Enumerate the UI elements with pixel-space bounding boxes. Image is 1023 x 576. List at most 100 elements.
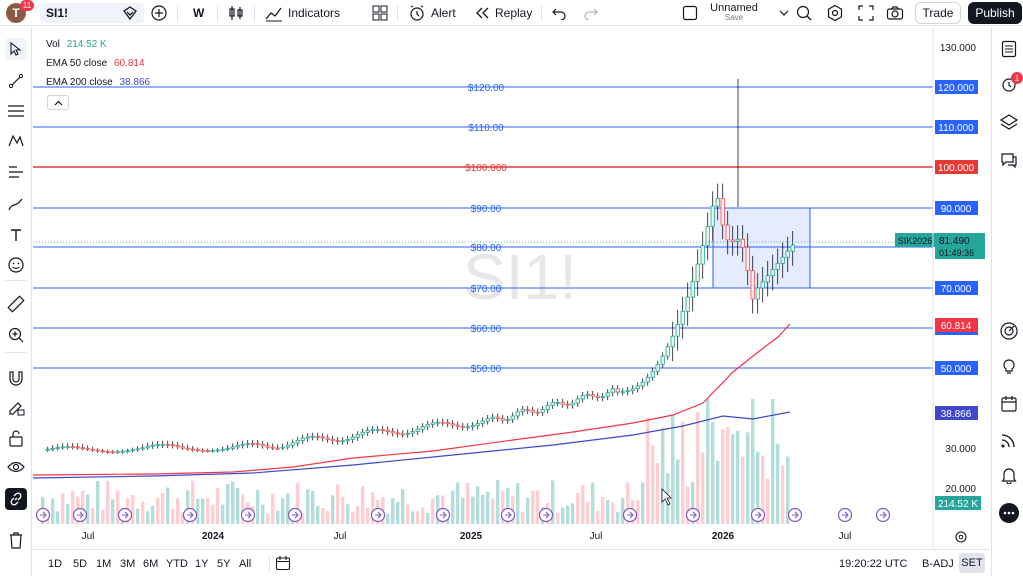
candle-up xyxy=(585,394,590,396)
remove-drawings-tool[interactable] xyxy=(5,529,27,551)
candle-up xyxy=(685,296,690,312)
volume-bar xyxy=(646,417,650,524)
legend-ema50[interactable]: EMA 50 close 60.814 xyxy=(46,58,145,69)
range-5d[interactable]: 5D xyxy=(73,558,88,570)
interval-button[interactable]: W xyxy=(193,6,205,20)
volume-bar xyxy=(676,459,680,524)
snapshot-button[interactable] xyxy=(886,3,904,23)
pattern-icon xyxy=(8,134,24,147)
redo-button[interactable] xyxy=(583,3,599,23)
chart-type-button[interactable] xyxy=(228,3,244,23)
session-toggle[interactable]: SET xyxy=(959,553,985,573)
trend-line-tool[interactable] xyxy=(5,70,27,92)
compare-symbol-button[interactable] xyxy=(150,3,168,23)
candle-up xyxy=(650,370,655,378)
adjustment-toggle[interactable]: B-ADJ xyxy=(922,558,954,570)
brush-tool[interactable] xyxy=(5,193,27,215)
pattern-tool[interactable] xyxy=(5,130,27,152)
candle-up xyxy=(705,226,710,246)
text-tool[interactable] xyxy=(5,224,27,246)
candle-up xyxy=(215,449,220,452)
candle-up xyxy=(770,269,775,277)
legend-ema200[interactable]: EMA 200 close 38.866 xyxy=(46,77,150,88)
candle-down xyxy=(390,431,395,434)
candle-up xyxy=(410,431,415,434)
volume-bar xyxy=(181,512,185,524)
event-arrow-icon xyxy=(122,511,129,519)
symbol-options-icon[interactable] xyxy=(122,5,138,24)
indicators-icon xyxy=(265,7,282,22)
symbol-search[interactable]: SI1! xyxy=(40,3,144,23)
volume-bar xyxy=(516,483,520,524)
ideas-button[interactable] xyxy=(998,356,1020,378)
lock-icon xyxy=(9,430,23,447)
measure-tool[interactable] xyxy=(5,293,27,315)
fullscreen-button[interactable] xyxy=(858,3,874,23)
price-chart[interactable]: SI1! $120.00 120.000 $110.00 110.000 $100.000… xyxy=(32,27,990,549)
divider xyxy=(5,280,27,281)
range-ytd[interactable]: YTD xyxy=(166,558,188,570)
candle-down xyxy=(205,450,210,452)
range-all[interactable]: All xyxy=(239,558,252,570)
range-5y[interactable]: 5Y xyxy=(217,558,231,570)
chart-pane[interactable]: SI1! $120.00 120.000 $110.00 110.000 $100.000… xyxy=(32,27,990,549)
layout-checkbox[interactable] xyxy=(682,3,698,23)
chats-button[interactable] xyxy=(998,149,1020,171)
layout-menu-chevron[interactable] xyxy=(779,3,789,23)
range-6m[interactable]: 6M xyxy=(143,558,159,570)
range-1d[interactable]: 1D xyxy=(48,558,63,570)
calendar-plus-icon xyxy=(275,556,291,571)
candle-down xyxy=(110,451,115,454)
candle-down xyxy=(560,402,565,405)
object-tree-button[interactable] xyxy=(998,111,1020,133)
publish-button[interactable]: Publish xyxy=(968,2,1022,24)
candle-down xyxy=(500,418,505,421)
help-button[interactable] xyxy=(998,502,1020,524)
news-stream-button[interactable] xyxy=(998,429,1020,451)
volume-bar xyxy=(786,456,790,524)
volume-bar xyxy=(91,507,95,524)
candle-down xyxy=(190,448,195,451)
quick-search-button[interactable] xyxy=(795,3,813,23)
volume-bar xyxy=(231,481,235,524)
lock-drawings-tool[interactable] xyxy=(5,427,27,449)
collapse-legend-button[interactable] xyxy=(47,95,69,110)
technicals-button[interactable] xyxy=(998,320,1020,342)
layers-icon xyxy=(1000,114,1018,130)
alerts-button[interactable] xyxy=(998,73,1020,95)
stay-in-drawing-tool[interactable] xyxy=(5,397,27,419)
replay-button[interactable]: Replay xyxy=(474,3,532,23)
templates-button[interactable] xyxy=(372,3,388,23)
volume-bar xyxy=(501,491,505,524)
range-1y[interactable]: 1Y xyxy=(195,558,209,570)
calendar-button[interactable] xyxy=(998,393,1020,415)
goto-date-button[interactable] xyxy=(275,555,291,574)
cursor-tool[interactable] xyxy=(5,38,27,60)
range-1m[interactable]: 1M xyxy=(96,558,112,570)
zoom-tool[interactable] xyxy=(5,324,27,346)
undo-button[interactable] xyxy=(551,3,567,23)
forecast-tool[interactable] xyxy=(5,161,27,183)
volume-bar xyxy=(206,498,210,524)
axis-tag-text-120: 120.000 xyxy=(938,83,975,94)
notifications-button[interactable] xyxy=(998,464,1020,486)
time-axis-label: Jul xyxy=(334,531,347,542)
legend-vol[interactable]: Vol 214.52 K xyxy=(46,39,107,50)
settings-button[interactable] xyxy=(826,3,844,23)
link-tool[interactable] xyxy=(5,488,27,510)
range-3m[interactable]: 3M xyxy=(120,558,136,570)
watchlist-button[interactable] xyxy=(998,38,1020,60)
ema50-line xyxy=(32,323,791,476)
indicators-button[interactable]: Indicators xyxy=(264,3,340,23)
magnet-tool[interactable] xyxy=(5,367,27,389)
emoji-tool[interactable] xyxy=(5,254,27,276)
layout-name-button[interactable]: Unnamed Save xyxy=(704,2,764,22)
trade-button[interactable]: Trade xyxy=(915,2,961,24)
utc-clock[interactable]: 19:20:22 UTC xyxy=(839,558,908,570)
candle-down xyxy=(740,238,745,248)
hide-drawings-tool[interactable] xyxy=(5,456,27,478)
candle-up xyxy=(360,431,365,436)
candle-up xyxy=(220,448,225,451)
fib-tool[interactable] xyxy=(5,100,27,122)
alert-button[interactable]: Alert xyxy=(408,3,456,23)
